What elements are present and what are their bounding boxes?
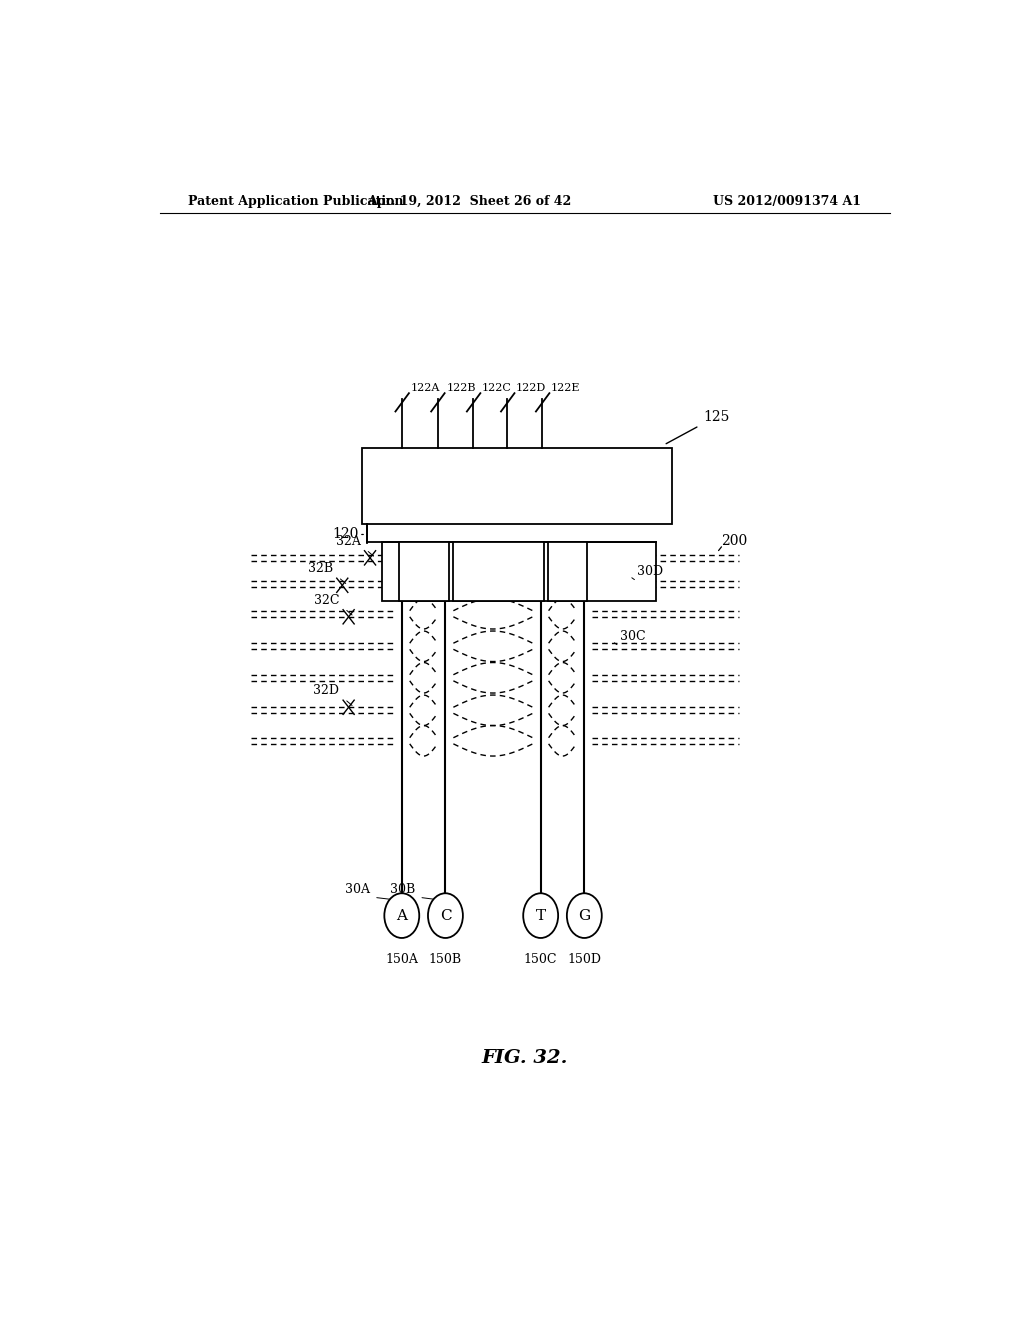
Text: G: G — [579, 908, 591, 923]
Text: 125: 125 — [703, 409, 730, 424]
Bar — [398, 541, 449, 601]
Text: Patent Application Publication: Patent Application Publication — [187, 194, 403, 207]
Text: 32B: 32B — [307, 562, 333, 576]
Text: T: T — [536, 908, 546, 923]
Text: US 2012/0091374 A1: US 2012/0091374 A1 — [713, 194, 861, 207]
Text: C: C — [439, 908, 452, 923]
Circle shape — [567, 894, 602, 939]
Text: 122B: 122B — [446, 383, 476, 393]
Text: 200: 200 — [721, 533, 748, 548]
Bar — [362, 447, 672, 524]
Text: 32D: 32D — [313, 684, 339, 697]
Text: 150B: 150B — [429, 953, 462, 966]
Circle shape — [428, 894, 463, 939]
Text: Apr. 19, 2012  Sheet 26 of 42: Apr. 19, 2012 Sheet 26 of 42 — [368, 194, 571, 207]
Text: 150D: 150D — [567, 953, 601, 966]
Text: 120: 120 — [333, 528, 359, 541]
Circle shape — [384, 894, 419, 939]
Bar — [548, 541, 588, 601]
Bar — [453, 541, 544, 601]
Text: 122A: 122A — [411, 383, 440, 393]
Text: 150A: 150A — [385, 953, 418, 966]
Text: 30A: 30A — [345, 883, 370, 896]
Text: 30B: 30B — [390, 883, 416, 896]
Text: 32C: 32C — [313, 594, 339, 607]
Text: 32A: 32A — [336, 535, 360, 548]
Text: FIG. 32.: FIG. 32. — [481, 1049, 568, 1067]
Text: 122C: 122C — [482, 383, 512, 393]
Text: 122E: 122E — [551, 383, 581, 393]
Circle shape — [523, 894, 558, 939]
Text: 30C: 30C — [620, 630, 646, 643]
Text: 122D: 122D — [516, 383, 547, 393]
Bar — [382, 541, 655, 601]
Text: 150C: 150C — [524, 953, 557, 966]
Text: 30D: 30D — [638, 565, 664, 578]
Text: A: A — [396, 908, 408, 923]
